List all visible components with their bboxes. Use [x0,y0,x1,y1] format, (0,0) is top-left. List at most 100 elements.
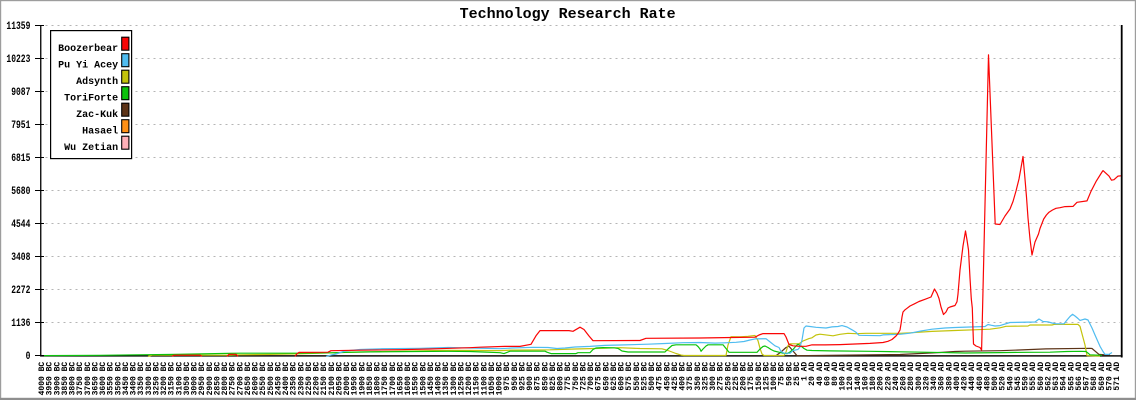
svg-text:480 AD: 480 AD [983,362,992,391]
svg-text:9087: 9087 [11,86,30,99]
svg-text:875 BC: 875 BC [534,362,543,391]
svg-text:571 AD: 571 AD [1113,362,1122,391]
svg-text:3750 BC: 3750 BC [76,362,85,396]
svg-text:700 BC: 700 BC [587,362,596,391]
svg-text:1400 BC: 1400 BC [435,362,444,396]
svg-text:3500 BC: 3500 BC [114,362,123,396]
svg-text:300 BC: 300 BC [709,362,718,391]
svg-text:560 AD: 560 AD [1037,362,1046,391]
svg-text:125 BC: 125 BC [762,362,771,391]
svg-text:2500 BC: 2500 BC [267,362,276,396]
svg-text:400 AD: 400 AD [953,362,962,391]
svg-text:275 BC: 275 BC [717,362,726,391]
svg-text:3200 BC: 3200 BC [160,362,169,396]
svg-text:950 BC: 950 BC [511,362,520,391]
svg-text:280 AD: 280 AD [907,362,916,391]
svg-text:340 AD: 340 AD [930,362,939,391]
svg-text:3000 BC: 3000 BC [191,362,200,396]
svg-text:1750 BC: 1750 BC [381,362,390,396]
svg-text:10223: 10223 [6,53,30,66]
svg-text:300 AD: 300 AD [915,362,924,391]
svg-text:160 AD: 160 AD [861,362,870,391]
svg-text:1650 BC: 1650 BC [396,362,405,396]
svg-text:75 BC: 75 BC [778,362,787,386]
svg-text:1700 BC: 1700 BC [389,362,398,396]
svg-text:2700 BC: 2700 BC [236,362,245,396]
svg-text:20 AD: 20 AD [808,362,817,386]
svg-text:2150 BC: 2150 BC [320,362,329,396]
svg-text:925 BC: 925 BC [518,362,527,391]
svg-text:325 BC: 325 BC [701,362,710,391]
svg-text:320 AD: 320 AD [922,362,931,391]
svg-text:3100 BC: 3100 BC [175,362,184,396]
svg-text:555 AD: 555 AD [1029,362,1038,391]
svg-text:Pu Yi Acey: Pu Yi Acey [58,60,118,72]
svg-text:750 BC: 750 BC [572,362,581,391]
svg-text:2550 BC: 2550 BC [259,362,268,396]
svg-text:2800 BC: 2800 BC [221,362,230,396]
svg-text:1800 BC: 1800 BC [374,362,383,396]
svg-text:550 BC: 550 BC [633,362,642,391]
svg-text:425 BC: 425 BC [671,362,680,391]
svg-text:1 AD: 1 AD [801,362,810,381]
svg-text:1000 BC: 1000 BC [496,362,505,396]
svg-text:60 AD: 60 AD [823,362,832,386]
svg-text:1850 BC: 1850 BC [366,362,375,396]
svg-text:1300 BC: 1300 BC [450,362,459,396]
svg-text:2950 BC: 2950 BC [198,362,207,396]
svg-text:440 AD: 440 AD [968,362,977,391]
svg-text:570 AD: 570 AD [1105,362,1114,391]
svg-text:520 AD: 520 AD [999,362,1008,391]
svg-text:2750 BC: 2750 BC [229,362,238,396]
svg-text:240 AD: 240 AD [892,362,901,391]
svg-text:563 AD: 563 AD [1052,362,1061,391]
svg-text:225 BC: 225 BC [732,362,741,391]
svg-text:1100 BC: 1100 BC [480,362,489,396]
svg-text:568 AD: 568 AD [1090,362,1099,391]
svg-text:975 BC: 975 BC [503,362,512,391]
svg-text:3400 BC: 3400 BC [130,362,139,396]
svg-text:1450 BC: 1450 BC [427,362,436,396]
svg-text:4000 BC: 4000 BC [38,362,47,396]
svg-text:220 AD: 220 AD [884,362,893,391]
svg-text:2400 BC: 2400 BC [282,362,291,396]
svg-text:500 BC: 500 BC [648,362,657,391]
svg-text:6815: 6815 [11,152,30,165]
svg-text:2100 BC: 2100 BC [328,362,337,396]
svg-text:566 AD: 566 AD [1075,362,1084,391]
svg-text:1050 BC: 1050 BC [488,362,497,396]
svg-text:475 BC: 475 BC [656,362,665,391]
svg-text:11359: 11359 [6,20,30,33]
svg-text:375 BC: 375 BC [686,362,695,391]
svg-text:3350 BC: 3350 BC [137,362,146,396]
svg-text:1600 BC: 1600 BC [404,362,413,396]
svg-text:1500 BC: 1500 BC [419,362,428,396]
svg-text:550 AD: 550 AD [1022,362,1031,391]
svg-text:800 BC: 800 BC [557,362,566,391]
svg-text:140 AD: 140 AD [854,362,863,391]
svg-text:380 AD: 380 AD [945,362,954,391]
svg-text:150 BC: 150 BC [755,362,764,391]
svg-text:460 AD: 460 AD [976,362,985,391]
svg-text:100 AD: 100 AD [839,362,848,391]
svg-text:564 AD: 564 AD [1060,362,1069,391]
svg-text:3650 BC: 3650 BC [91,362,100,396]
svg-text:2272: 2272 [11,284,30,297]
svg-text:5680: 5680 [11,185,30,198]
svg-text:3150 BC: 3150 BC [168,362,177,396]
svg-text:175 BC: 175 BC [747,362,756,391]
svg-text:50 BC: 50 BC [785,362,794,386]
svg-text:562 AD: 562 AD [1044,362,1053,391]
svg-text:2300 BC: 2300 BC [297,362,306,396]
svg-text:2850 BC: 2850 BC [213,362,222,396]
svg-text:2450 BC: 2450 BC [274,362,283,396]
svg-text:ToriForte: ToriForte [64,93,118,105]
svg-text:0: 0 [26,350,31,363]
svg-text:525 BC: 525 BC [640,362,649,391]
svg-text:Technology Research Rate: Technology Research Rate [460,6,676,23]
svg-text:2600 BC: 2600 BC [252,362,261,396]
svg-text:2050 BC: 2050 BC [335,362,344,396]
svg-text:540 AD: 540 AD [1006,362,1015,391]
svg-text:250 BC: 250 BC [724,362,733,391]
svg-text:3550 BC: 3550 BC [107,362,116,396]
